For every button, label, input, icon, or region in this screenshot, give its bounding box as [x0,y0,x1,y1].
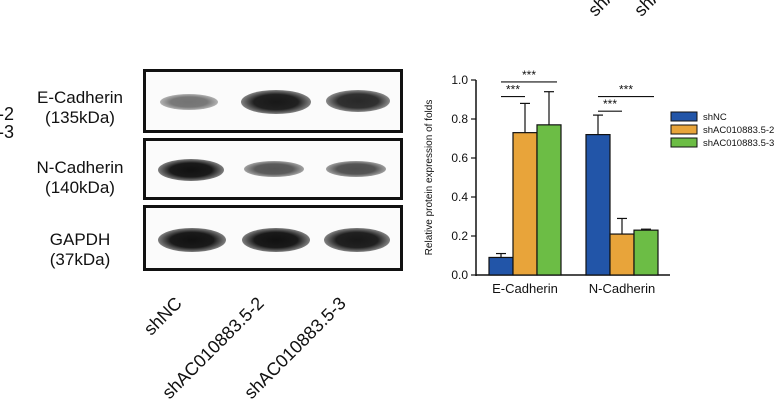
bar [609,233,635,276]
blot-row-label-e-cadherin: E-Cadherin (135kDa) [26,88,134,128]
y-tick-label: 0.4 [451,190,468,204]
legend-swatch [670,111,698,122]
legend-label: shNC [703,112,727,123]
significance-label: *** [522,68,536,82]
band [242,228,310,252]
y-axis-title: Relative protein expression of folds [424,100,435,256]
legend-swatch [670,137,698,148]
category-label: E-Cadherin [492,281,558,296]
legend-swatch [670,124,698,135]
protein-name: E-Cadherin [37,88,123,107]
top-crop-label-2: shAC [630,0,676,21]
band [241,90,311,114]
band [326,161,386,177]
blot-row-label-n-cadherin: N-Cadherin (140kDa) [26,158,134,198]
band [160,94,218,110]
significance-label: *** [506,83,520,97]
y-tick-label: 0.8 [451,112,468,126]
y-tick-label: 0.6 [451,151,468,165]
lane-label-shnc: shNC [139,293,186,340]
blot-strip-e-cadherin [143,69,403,133]
category-label: N-Cadherin [589,281,655,296]
band [244,161,304,177]
legend-label: shAC010883.5-2 [703,125,774,136]
western-blot-panel: E-Cadherin (135kDa) N-Cadherin (140kDa) … [26,69,403,403]
band [326,90,390,112]
protein-weight: (135kDa) [45,108,115,127]
y-tick-label: 1.0 [451,73,468,87]
blot-strip-gapdh [143,205,403,271]
bar [488,256,514,276]
blot-strip-n-cadherin [143,138,403,200]
bar [512,132,538,276]
protein-weight: (140kDa) [45,178,115,197]
top-crop-label-1: shAC [584,0,630,21]
y-tick-label: 0.2 [451,229,468,243]
significance-label: *** [619,83,633,97]
y-tick-label: 0.0 [451,268,468,282]
legend-label: shAC010883.5-3 [703,138,774,149]
bar [633,229,659,276]
left-crop-label-1: -2 [0,104,15,124]
significance-label: *** [603,97,617,111]
protein-name: GAPDH [49,230,111,249]
band [158,159,224,181]
band [324,228,390,252]
bar-chart: 0.0 0.2 0.4 0.6 0.8 1.0 Relative protein expre… [424,68,774,296]
blot-row-label-gapdh: GAPDH (37kDa) [30,230,130,270]
bar [585,133,611,276]
bar [536,124,562,276]
protein-name: N-Cadherin [36,158,124,177]
left-crop-label-2: -3 [0,122,15,142]
band [158,228,226,252]
protein-weight: (37kDa) [49,250,111,269]
